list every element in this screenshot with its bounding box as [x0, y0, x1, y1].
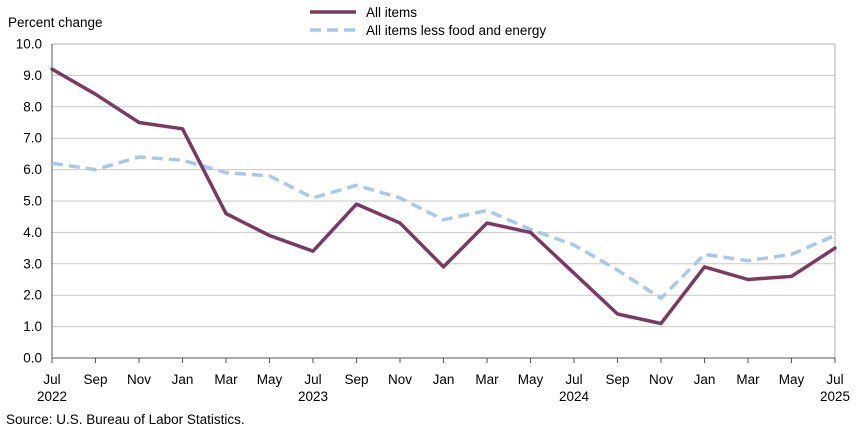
- grid-lines: [52, 43, 835, 359]
- x-tick-label: Jan: [433, 372, 455, 387]
- x-year-label: 2025: [820, 389, 850, 404]
- x-tick-label: Jul: [43, 372, 60, 387]
- y-tick-label: 7.0: [23, 131, 42, 146]
- x-tick-label: Sep: [605, 372, 629, 387]
- x-tick-label: Jul: [304, 372, 321, 387]
- x-year-label: 2023: [298, 389, 328, 404]
- x-tick-label: Sep: [83, 372, 107, 387]
- x-tick-label: Sep: [344, 372, 368, 387]
- x-tick-label: Nov: [127, 372, 151, 387]
- x-year-label: 2024: [559, 389, 590, 404]
- y-axis-label: Percent change: [8, 15, 103, 30]
- x-tick-label: Jul: [565, 372, 582, 387]
- legend-label: All items less food and energy: [366, 23, 546, 38]
- x-tick-label: May: [779, 372, 805, 387]
- x-year-label: 2022: [37, 389, 67, 404]
- x-tick-label: May: [518, 372, 544, 387]
- x-tick-label: May: [257, 372, 283, 387]
- y-tick-label: 8.0: [23, 99, 42, 114]
- x-tick-label: Mar: [214, 372, 238, 387]
- series-lines: [50, 67, 837, 326]
- y-tick-label: 5.0: [23, 194, 42, 209]
- x-tick-label: Mar: [736, 372, 760, 387]
- y-tick-label: 2.0: [23, 288, 42, 303]
- y-tick-label: 9.0: [23, 68, 42, 83]
- x-tick-label: Nov: [649, 372, 673, 387]
- series-line-core: [51, 155, 836, 301]
- y-tick-label: 0.0: [23, 351, 42, 366]
- y-tick-label: 10.0: [16, 37, 42, 52]
- legend-label: All items: [366, 5, 417, 20]
- y-tick-label: 4.0: [23, 225, 42, 240]
- x-tick-label: Jan: [694, 372, 716, 387]
- axes: 0.0 1.0 2.0 3.0 4.0 5.0 6.0 7.0 8.0 9.0 10.0 Jul Sep…: [16, 37, 850, 405]
- y-tick-label: 1.0: [23, 319, 42, 334]
- x-tick-label: Nov: [388, 372, 412, 387]
- x-tick-label: Mar: [475, 372, 499, 387]
- source-note: Source: U.S. Bureau of Labor Statistics.: [6, 412, 245, 427]
- x-tick-label: Jan: [172, 372, 194, 387]
- y-tick-label: 6.0: [23, 162, 42, 177]
- x-tick-label: Jul: [826, 372, 843, 387]
- y-tick-label: 3.0: [23, 256, 42, 271]
- series-line-all-items: [50, 67, 837, 326]
- legend: All items All items less food and energy: [310, 5, 546, 38]
